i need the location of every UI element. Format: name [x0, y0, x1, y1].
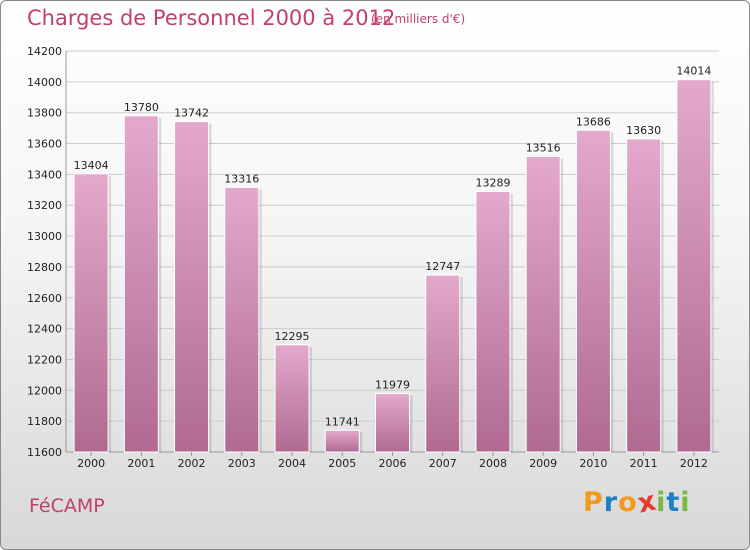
y-tick-label: 12400	[27, 323, 62, 336]
x-tick-label: 2004	[278, 457, 306, 470]
bar-value-label: 11741	[325, 415, 360, 428]
bar-value-label: 11979	[375, 379, 410, 392]
y-tick-label: 13000	[27, 230, 62, 243]
bar-value-label: 13516	[526, 141, 561, 154]
chart-title: Charges de Personnel 2000 à 2012	[27, 6, 396, 30]
x-tick-label: 2003	[228, 457, 256, 470]
bar	[174, 121, 210, 453]
x-tick-label: 2001	[127, 457, 155, 470]
logo-letter: t	[666, 487, 681, 518]
bar	[425, 274, 461, 453]
logo-letter: i	[680, 487, 691, 518]
bar	[626, 138, 662, 453]
chart-subtitle: (en milliers d'€)	[371, 12, 466, 26]
bar	[475, 191, 511, 453]
x-tick-label: 2000	[77, 457, 105, 470]
bar	[274, 344, 310, 453]
y-tick-label: 12600	[27, 292, 62, 305]
bar	[324, 429, 360, 453]
x-tick-label: 2008	[479, 457, 507, 470]
y-tick-label: 13800	[27, 107, 62, 120]
y-tick-label: 12000	[27, 384, 62, 397]
bar	[676, 79, 712, 453]
bar-value-label: 13742	[174, 107, 209, 120]
bar	[575, 129, 611, 453]
bar-value-label: 12295	[275, 330, 310, 343]
y-tick-label: 11600	[27, 446, 62, 459]
bar-value-label: 13316	[224, 172, 259, 185]
bar	[73, 173, 109, 453]
y-tick-label: 13200	[27, 199, 62, 212]
y-tick-label: 14000	[27, 76, 62, 89]
proxiti-logo: Proxiti	[583, 485, 691, 519]
x-tick-label: 2011	[630, 457, 658, 470]
y-tick-label: 12800	[27, 261, 62, 274]
x-tick-label: 2010	[579, 457, 607, 470]
x-tick-label: 2009	[529, 457, 557, 470]
x-tick-label: 2007	[429, 457, 457, 470]
bar	[525, 155, 561, 453]
bar	[224, 186, 260, 453]
y-tick-label: 13600	[27, 138, 62, 151]
bar-value-label: 13630	[626, 124, 661, 137]
bar-value-label: 13404	[74, 159, 109, 172]
y-tick-label: 13400	[27, 168, 62, 181]
y-tick-label: 11800	[27, 415, 62, 428]
bar	[375, 393, 410, 453]
x-tick-label: 2002	[178, 457, 206, 470]
bar-value-label: 12747	[425, 260, 460, 273]
x-tick-label: 2012	[680, 457, 708, 470]
y-tick-label: 12200	[27, 353, 62, 366]
bar	[123, 115, 159, 453]
x-tick-label: 2006	[379, 457, 407, 470]
x-tick-label: 2005	[328, 457, 356, 470]
bar-value-label: 14014	[676, 65, 711, 78]
y-tick-label: 14200	[27, 45, 62, 58]
bar-value-label: 13289	[475, 177, 510, 190]
bar-value-label: 13780	[124, 101, 159, 114]
logo-letter: o	[618, 487, 638, 518]
place-name: FéCAMP	[29, 495, 105, 517]
bar-value-label: 13686	[576, 115, 611, 128]
logo-letter: i	[656, 487, 667, 518]
logo-letter: P	[583, 487, 604, 518]
logo-letter: r	[603, 487, 619, 518]
